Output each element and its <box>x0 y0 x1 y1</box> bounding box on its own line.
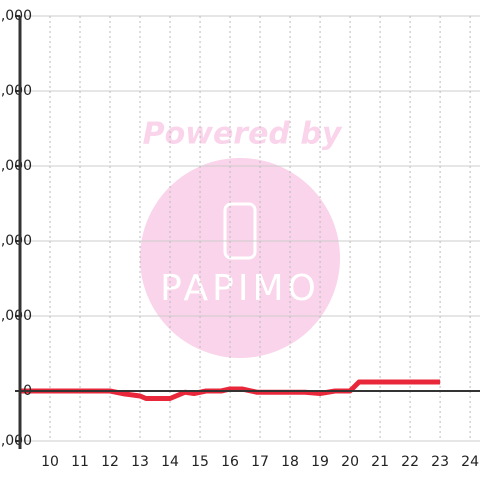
x-tick-label: 15 <box>191 454 209 470</box>
x-tick-label: 11 <box>71 454 89 470</box>
x-tick-label: 12 <box>101 454 119 470</box>
x-tick-label: 17 <box>251 454 269 470</box>
watermark-logo: PAPIMO <box>160 268 320 309</box>
y-tick-label: 60,000 <box>0 233 32 249</box>
x-tick-label: 16 <box>221 454 239 470</box>
x-tick-label: 22 <box>401 454 419 470</box>
y-tick-label: 150,000 <box>0 8 32 24</box>
x-tick-label: 20 <box>341 454 359 470</box>
x-tick-label: 19 <box>311 454 329 470</box>
watermark-phone <box>223 202 257 260</box>
x-tick-label: 10 <box>41 454 59 470</box>
x-tick-label: 14 <box>161 454 179 470</box>
y-tick-label: 120,000 <box>0 83 32 99</box>
y-tick-label: 90,000 <box>0 158 32 174</box>
y-tick-label: 30,000 <box>0 308 32 324</box>
y-tick-label: -20,000 <box>0 433 32 449</box>
x-tick-label: 23 <box>431 454 449 470</box>
watermark: Powered by PAPIMO <box>140 117 343 358</box>
x-tick-label: 13 <box>131 454 149 470</box>
x-tick-label: 21 <box>371 454 389 470</box>
watermark-text: Powered by <box>143 117 343 152</box>
x-tick-label: 18 <box>281 454 299 470</box>
x-tick-label: 24 <box>461 454 479 470</box>
